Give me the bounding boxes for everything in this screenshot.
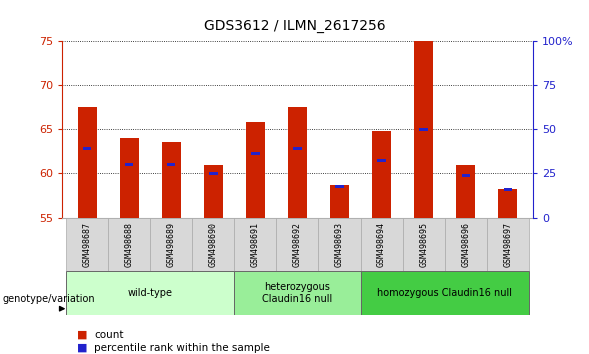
Bar [234, 271, 360, 315]
Bar [78, 107, 97, 218]
Bar [66, 271, 234, 315]
Bar [498, 188, 517, 218]
Bar [487, 218, 529, 271]
Text: ■: ■ [77, 330, 87, 339]
Text: GSM498692: GSM498692 [293, 222, 302, 267]
Bar [162, 142, 181, 218]
Bar [414, 41, 433, 218]
Bar [108, 218, 150, 271]
Bar [330, 185, 349, 218]
Bar [234, 218, 276, 271]
Text: GSM498693: GSM498693 [335, 222, 344, 267]
Bar [125, 163, 133, 166]
Text: GSM498690: GSM498690 [209, 222, 218, 267]
Bar [372, 131, 391, 218]
Bar [462, 174, 470, 177]
Bar [456, 165, 475, 218]
Text: GSM498691: GSM498691 [251, 222, 260, 267]
Bar [246, 122, 265, 218]
Bar [504, 188, 512, 191]
Text: GSM498695: GSM498695 [419, 222, 428, 267]
Text: wild-type: wild-type [128, 288, 173, 298]
Bar [66, 218, 108, 271]
Bar [445, 218, 487, 271]
Bar [120, 138, 138, 218]
Bar [360, 218, 403, 271]
Text: GSM498688: GSM498688 [125, 222, 134, 267]
Text: GSM498697: GSM498697 [504, 222, 512, 267]
Bar [419, 128, 428, 131]
Bar [167, 163, 176, 166]
Bar [335, 185, 344, 188]
Text: genotype/variation: genotype/variation [3, 294, 95, 304]
Text: GSM498694: GSM498694 [377, 222, 386, 267]
Text: homozygous Claudin16 null: homozygous Claudin16 null [377, 288, 512, 298]
Bar [378, 159, 386, 162]
Bar [276, 218, 319, 271]
Text: GSM498696: GSM498696 [461, 222, 470, 267]
Bar [251, 152, 260, 155]
Text: GDS3612 / ILMN_2617256: GDS3612 / ILMN_2617256 [204, 19, 385, 34]
Bar [83, 147, 91, 150]
Text: heterozygous
Claudin16 null: heterozygous Claudin16 null [262, 282, 333, 304]
Text: percentile rank within the sample: percentile rank within the sample [94, 343, 270, 353]
Bar [192, 218, 234, 271]
Text: count: count [94, 330, 124, 339]
Text: GSM498687: GSM498687 [82, 222, 91, 267]
Bar [319, 218, 360, 271]
Bar [204, 165, 223, 218]
Bar [360, 271, 529, 315]
Bar [150, 218, 192, 271]
Bar [293, 147, 302, 150]
Bar [209, 172, 217, 175]
Text: GSM498689: GSM498689 [167, 222, 176, 267]
Text: ■: ■ [77, 343, 87, 353]
Bar [403, 218, 445, 271]
Bar [288, 107, 307, 218]
